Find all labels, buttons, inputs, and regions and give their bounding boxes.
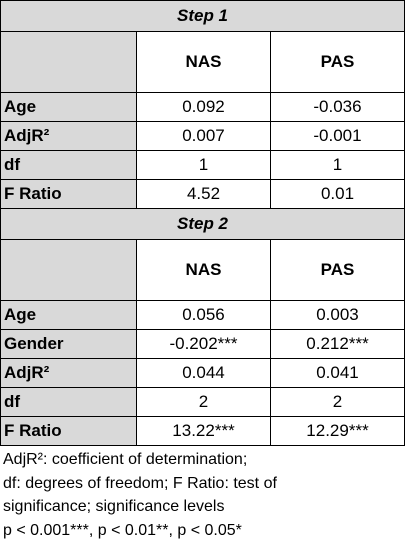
footnote: AdjR²: coefficient of determination; df: … <box>0 448 405 542</box>
footnote-line: AdjR²: coefficient of determination; <box>3 451 248 468</box>
cell: 0.056 <box>136 300 271 330</box>
step-title: Step 2 <box>0 208 405 240</box>
step-row: Step 1 <box>0 0 405 32</box>
data-row: df 2 2 <box>0 387 405 417</box>
column-header: PAS <box>270 239 405 301</box>
cell: 2 <box>270 387 405 417</box>
header-cell <box>0 31 137 93</box>
step-row: Step 2 <box>0 208 405 240</box>
cell: 0.212*** <box>270 329 405 359</box>
data-row: Age 0.092 -0.036 <box>0 92 405 122</box>
cell: -0.202*** <box>136 329 271 359</box>
header-cell <box>0 239 137 301</box>
data-row: Gender -0.202*** 0.212*** <box>0 329 405 359</box>
cell: 0.044 <box>136 358 271 388</box>
footnote-line: significance; significance levels <box>3 498 225 515</box>
cell: -0.036 <box>270 92 405 122</box>
cell: 1 <box>270 150 405 180</box>
step-title: Step 1 <box>0 0 405 32</box>
cell: 2 <box>136 387 271 417</box>
cell: 0.01 <box>270 179 405 209</box>
data-row: F Ratio 4.52 0.01 <box>0 179 405 209</box>
cell: 0.041 <box>270 358 405 388</box>
results-table: Step 1 NAS PAS Age 0.092 -0.036 AdjR² 0.007 -0.0… <box>0 0 405 446</box>
row-label: F Ratio <box>0 179 137 209</box>
header-row: NAS PAS <box>0 31 405 93</box>
cell: 12.29*** <box>270 416 405 446</box>
cell: 0.092 <box>136 92 271 122</box>
row-label: Gender <box>0 329 137 359</box>
row-label: AdjR² <box>0 358 137 388</box>
data-row: F Ratio 13.22*** 12.29*** <box>0 416 405 446</box>
footnote-line: df: degrees of freedom; F Ratio: test of <box>3 474 277 492</box>
cell: -0.001 <box>270 121 405 151</box>
cell: 4.52 <box>136 179 271 209</box>
column-header: PAS <box>270 31 405 93</box>
data-row: AdjR² 0.044 0.041 <box>0 358 405 388</box>
row-label: AdjR² <box>0 121 137 151</box>
cell: 13.22*** <box>136 416 271 446</box>
row-label: Age <box>0 300 137 330</box>
column-header: NAS <box>136 239 271 301</box>
cell: 0.007 <box>136 121 271 151</box>
row-label: F Ratio <box>0 416 137 446</box>
footnote-line: p < 0.001***, p < 0.01**, p < 0.05* <box>3 521 242 539</box>
data-row: AdjR² 0.007 -0.001 <box>0 121 405 151</box>
row-label: df <box>0 150 137 180</box>
cell: 0.003 <box>270 300 405 330</box>
cell: 1 <box>136 150 271 180</box>
column-header: NAS <box>136 31 271 93</box>
data-row: Age 0.056 0.003 <box>0 300 405 330</box>
header-row: NAS PAS <box>0 239 405 301</box>
row-label: Age <box>0 92 137 122</box>
row-label: df <box>0 387 137 417</box>
data-row: df 1 1 <box>0 150 405 180</box>
